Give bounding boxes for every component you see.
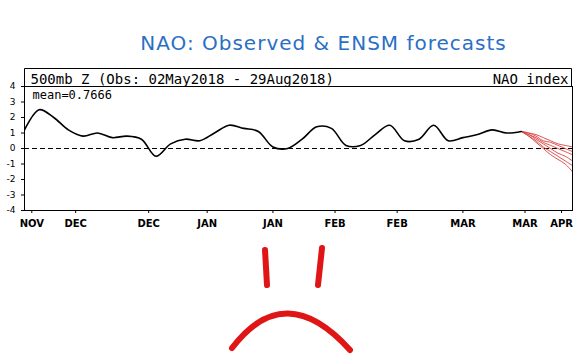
svg-text:DEC: DEC (64, 218, 86, 229)
svg-text:NAO index: NAO index (493, 71, 569, 87)
svg-text:NOV: NOV (20, 218, 45, 229)
svg-text:0: 0 (10, 143, 16, 153)
html-text:NAO: Observed & ENSM forecasts: NAO: Observed & ENSM forecasts (140, 31, 507, 55)
svg-text:MAR: MAR (450, 218, 476, 229)
svg-text:APR: APR (550, 218, 573, 229)
svg-text:FEB: FEB (324, 218, 345, 229)
svg-text:DEC: DEC (137, 218, 159, 229)
svg-text:-2: -2 (7, 174, 16, 184)
svg-text:1: 1 (10, 128, 16, 138)
svg-text:-4: -4 (7, 205, 16, 215)
svg-text:2: 2 (10, 112, 16, 122)
svg-text:3: 3 (10, 97, 16, 107)
svg-text:-1: -1 (7, 159, 16, 169)
svg-text:500mb Z (Obs: 02May2018 - 29Au: 500mb Z (Obs: 02May2018 - 29Aug2018) (31, 71, 334, 87)
svg-text:JAN: JAN (262, 218, 283, 229)
svg-text:mean=0.7666: mean=0.7666 (33, 88, 112, 102)
svg-text:-3: -3 (7, 190, 16, 200)
svg-text:FEB: FEB (386, 218, 407, 229)
svg-text:MAR: MAR (512, 218, 538, 229)
svg-text:JAN: JAN (196, 218, 217, 229)
svg-text:4: 4 (10, 81, 16, 91)
